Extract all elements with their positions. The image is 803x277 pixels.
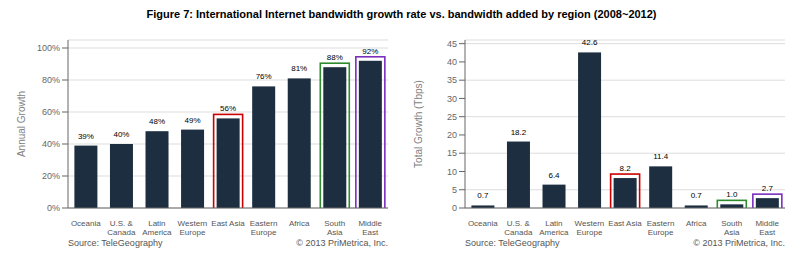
svg-text:20: 20 xyxy=(447,130,457,140)
svg-text:80%: 80% xyxy=(42,75,60,85)
svg-text:Annual Growth: Annual Growth xyxy=(16,91,27,157)
svg-text:MiddleEast: MiddleEast xyxy=(755,219,779,237)
svg-text:6.4: 6.4 xyxy=(548,171,560,180)
svg-text:0: 0 xyxy=(452,203,457,213)
svg-text:40%: 40% xyxy=(113,130,129,139)
svg-text:East Asia: East Asia xyxy=(211,219,245,228)
svg-text:LatinAmerica: LatinAmerica xyxy=(142,219,172,237)
svg-text:76%: 76% xyxy=(256,72,272,81)
svg-text:WesternEurope: WesternEurope xyxy=(178,219,208,237)
svg-text:0.7: 0.7 xyxy=(477,191,489,200)
svg-text:45: 45 xyxy=(447,39,457,49)
html-text:© 2013 PriMetrica, Inc.: © 2013 PriMetrica, Inc. xyxy=(296,238,388,248)
html-text:Source: TeleGeography: Source: TeleGeography xyxy=(68,238,163,248)
svg-text:100%: 100% xyxy=(37,43,60,53)
svg-text:0%: 0% xyxy=(47,203,60,213)
svg-text:MiddleEast: MiddleEast xyxy=(358,219,382,237)
svg-text:EasternEurope: EasternEurope xyxy=(647,219,675,237)
svg-text:WesternEurope: WesternEurope xyxy=(575,219,605,237)
svg-text:48%: 48% xyxy=(149,117,165,126)
svg-text:30: 30 xyxy=(447,94,457,104)
html-text:Source: TeleGeography: Source: TeleGeography xyxy=(465,238,560,248)
svg-text:U.S. &Canada: U.S. &Canada xyxy=(504,219,533,237)
svg-text:60%: 60% xyxy=(42,107,60,117)
svg-text:40%: 40% xyxy=(42,139,60,149)
html-text:© 2013 PriMetrica, Inc.: © 2013 PriMetrica, Inc. xyxy=(693,238,785,248)
svg-text:EasternEurope: EasternEurope xyxy=(250,219,278,237)
svg-text:20%: 20% xyxy=(42,171,60,181)
svg-text:Africa: Africa xyxy=(686,219,707,228)
svg-text:1.0: 1.0 xyxy=(726,190,738,199)
svg-text:25: 25 xyxy=(447,112,457,122)
svg-text:92%: 92% xyxy=(362,47,378,56)
svg-text:U.S. &Canada: U.S. &Canada xyxy=(107,219,136,237)
svg-text:2.7: 2.7 xyxy=(762,184,774,193)
svg-text:Oceania: Oceania xyxy=(468,219,498,228)
svg-text:81%: 81% xyxy=(291,64,307,73)
svg-text:18.2: 18.2 xyxy=(511,128,527,137)
svg-text:Africa: Africa xyxy=(289,219,310,228)
svg-text:40: 40 xyxy=(447,57,457,67)
svg-text:49%: 49% xyxy=(185,116,201,125)
svg-text:8.2: 8.2 xyxy=(620,164,632,173)
svg-text:15: 15 xyxy=(447,148,457,158)
svg-text:11.4: 11.4 xyxy=(653,152,669,161)
svg-text:SouthAsia: SouthAsia xyxy=(324,219,345,237)
svg-text:SouthAsia: SouthAsia xyxy=(721,219,742,237)
svg-text:Total Growth (Tbps): Total Growth (Tbps) xyxy=(413,80,424,168)
svg-text:39%: 39% xyxy=(78,132,94,141)
html-text:Figure 7: International Intern: Figure 7: International Internet bandwid… xyxy=(146,8,657,20)
svg-text:56%: 56% xyxy=(220,104,236,113)
svg-text:42.6: 42.6 xyxy=(582,38,598,47)
svg-text:10: 10 xyxy=(447,167,457,177)
svg-text:5: 5 xyxy=(452,185,457,195)
svg-text:88%: 88% xyxy=(327,53,343,62)
svg-text:Oceania: Oceania xyxy=(71,219,101,228)
svg-text:LatinAmerica: LatinAmerica xyxy=(539,219,569,237)
svg-text:0.7: 0.7 xyxy=(691,191,703,200)
svg-text:East Asia: East Asia xyxy=(608,219,642,228)
svg-text:35: 35 xyxy=(447,75,457,85)
